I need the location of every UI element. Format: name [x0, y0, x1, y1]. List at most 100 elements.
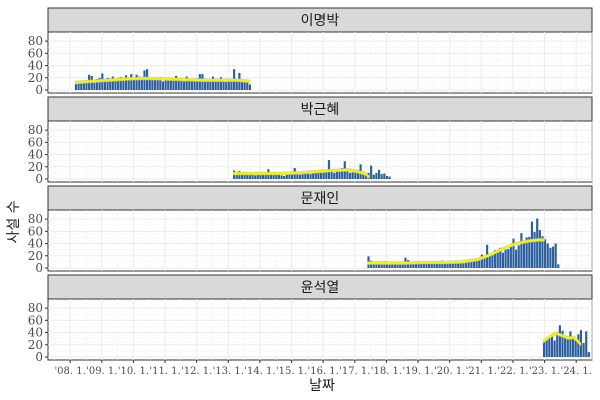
- bar: [164, 80, 167, 90]
- x-tick-label: '18. 1.: [371, 366, 402, 377]
- bar: [225, 82, 228, 90]
- smooth-trend-line: [367, 238, 545, 265]
- bar: [333, 172, 336, 179]
- bar: [542, 341, 546, 357]
- bar: [420, 262, 423, 268]
- y-tick-label: 20: [28, 71, 43, 85]
- bar: [256, 173, 259, 179]
- bar: [451, 261, 454, 268]
- bar: [291, 173, 294, 179]
- facet-strip: [47, 96, 593, 122]
- bar: [550, 334, 554, 357]
- bar: [443, 262, 447, 268]
- bar: [272, 174, 275, 179]
- bar: [235, 174, 238, 179]
- bar: [314, 172, 317, 179]
- bar: [438, 261, 441, 268]
- bar: [161, 81, 165, 90]
- bar: [338, 171, 341, 179]
- bar: [377, 169, 381, 179]
- bar: [312, 171, 315, 179]
- bar: [499, 247, 502, 268]
- bar: [240, 79, 244, 90]
- x-tick-label: '20. 1.: [434, 366, 465, 377]
- x-tick-label: '14. 1.: [244, 366, 275, 377]
- facet-panels: 이명박020406080박근혜020406080문재인020406080윤석열0…: [28, 7, 593, 364]
- bar: [254, 175, 257, 179]
- bar: [375, 172, 378, 179]
- bar: [114, 79, 117, 90]
- y-tick-label: 40: [28, 59, 43, 73]
- bar: [362, 171, 365, 179]
- bar: [515, 249, 518, 268]
- bar: [106, 77, 109, 90]
- bar: [354, 171, 357, 179]
- bar: [301, 171, 304, 179]
- y-tick-label: 80: [28, 301, 43, 315]
- bar: [541, 236, 544, 268]
- bar: [240, 174, 244, 179]
- bar: [401, 263, 404, 268]
- bar: [509, 245, 512, 268]
- bar: [428, 262, 431, 268]
- bar: [548, 336, 551, 357]
- y-axis-title: 사설 수: [6, 200, 22, 243]
- bar: [119, 77, 122, 90]
- bar: [153, 78, 157, 90]
- bar: [93, 82, 96, 90]
- bar: [330, 170, 333, 179]
- facet-strip-label: 박근혜: [301, 102, 340, 118]
- bar: [156, 79, 159, 90]
- bar: [391, 263, 394, 268]
- bar: [243, 172, 246, 179]
- bar: [135, 74, 138, 90]
- bar: [103, 80, 107, 90]
- bar: [546, 243, 549, 268]
- bar: [211, 76, 215, 90]
- bar: [82, 81, 85, 90]
- bar: [85, 82, 88, 90]
- bar: [235, 81, 238, 90]
- bar: [533, 231, 536, 268]
- x-tick-label: '08. 1.: [54, 366, 85, 377]
- bar: [341, 168, 344, 179]
- bar: [549, 247, 552, 268]
- bar: [130, 74, 133, 90]
- y-tick-label: 40: [28, 326, 43, 340]
- bar: [528, 236, 531, 268]
- bar: [214, 80, 217, 90]
- bar: [322, 170, 325, 179]
- bar: [530, 221, 534, 268]
- bar: [193, 79, 196, 90]
- bar: [561, 330, 564, 357]
- bar: [435, 262, 439, 268]
- facet-strip: [47, 7, 593, 33]
- bar: [564, 335, 567, 357]
- bar: [74, 83, 78, 90]
- bar: [151, 79, 154, 90]
- bar: [277, 174, 280, 179]
- bar: [317, 172, 320, 179]
- bar: [346, 169, 349, 179]
- bar: [288, 174, 291, 179]
- bar: [571, 338, 575, 357]
- bar: [248, 174, 251, 179]
- y-tick-label: 0: [35, 261, 43, 275]
- bar: [551, 246, 555, 268]
- x-tick-label: '09. 1.: [86, 366, 117, 377]
- bar: [493, 250, 497, 268]
- bar: [464, 260, 468, 268]
- bar: [117, 77, 120, 90]
- bar: [251, 173, 254, 179]
- bar: [536, 218, 539, 268]
- bar: [320, 171, 323, 179]
- bar: [180, 80, 183, 90]
- y-tick-label: 80: [28, 34, 43, 48]
- bar: [459, 261, 462, 268]
- bar: [409, 261, 412, 268]
- bar: [309, 174, 312, 179]
- bar: [577, 334, 580, 357]
- bar: [467, 261, 470, 268]
- x-axis: '08. 1. '09. 1. '10. 1. '11. 1. '12. 1. '13. …: [54, 360, 592, 377]
